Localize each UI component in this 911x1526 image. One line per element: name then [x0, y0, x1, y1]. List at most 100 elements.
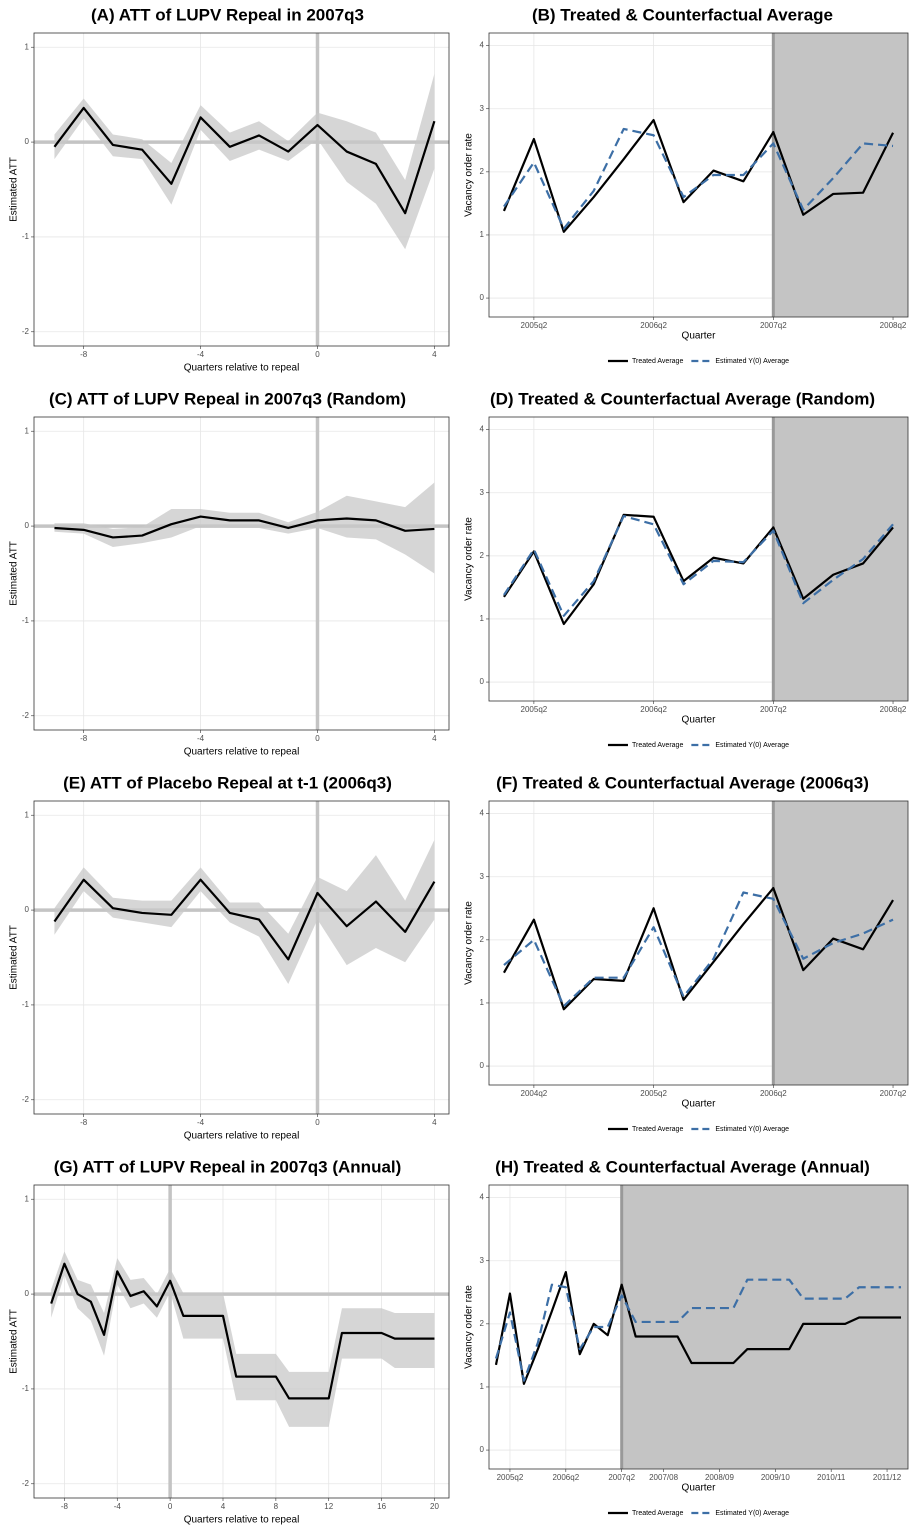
y-tick-label: 3	[480, 104, 485, 113]
y-tick-label: 2	[480, 167, 485, 176]
legend-label: Treated Average	[632, 1126, 683, 1133]
x-tick-label: -4	[197, 350, 205, 359]
series-line	[503, 891, 894, 1008]
y-tick-label: 1	[480, 998, 485, 1007]
plot-border	[33, 1184, 450, 1499]
x-tick-label: 12	[324, 1502, 333, 1511]
legend-label: Treated Average	[632, 1510, 683, 1517]
plot-border	[488, 416, 909, 702]
x-tick-label: 0	[315, 350, 320, 359]
y-tick-label: 4	[480, 425, 485, 434]
series-line	[53, 878, 436, 961]
y-tick-label: -1	[22, 232, 30, 241]
x-axis-title: Quarter	[682, 715, 717, 726]
confidence-band	[54, 73, 435, 250]
x-tick-label: -8	[80, 734, 88, 743]
x-tick-label: 2007/08	[649, 1473, 678, 1482]
x-axis-title: Quarters relative to repeal	[184, 1515, 300, 1526]
x-axis-title: Quarter	[682, 1099, 717, 1110]
x-tick-label: 2008q2	[880, 705, 907, 714]
x-tick-label: 2006q2	[760, 1089, 787, 1098]
y-axis-title: Vacancy order rate	[464, 133, 475, 217]
x-axis-title: Quarters relative to repeal	[184, 1131, 300, 1142]
chart-title: (F) Treated & Counterfactual Average (20…	[496, 773, 869, 792]
legend-label: Treated Average	[632, 742, 683, 749]
y-tick-label: 1	[25, 426, 30, 435]
y-tick-label: 4	[480, 1193, 485, 1202]
x-tick-label: 8	[274, 1502, 279, 1511]
y-tick-label: 0	[480, 293, 485, 302]
x-tick-label: 2007q2	[760, 705, 787, 714]
x-tick-label: -4	[197, 1118, 205, 1127]
x-tick-label: 2008/09	[705, 1473, 734, 1482]
x-tick-label: -8	[61, 1502, 69, 1511]
plot-border	[488, 1184, 909, 1470]
x-tick-label: 20	[430, 1502, 439, 1511]
x-tick-label: -8	[80, 1118, 88, 1127]
x-tick-label: 4	[221, 1502, 226, 1511]
x-tick-label: 0	[315, 1118, 320, 1127]
y-tick-label: -1	[22, 1384, 30, 1393]
y-tick-label: 0	[25, 521, 30, 530]
y-tick-label: 3	[480, 872, 485, 881]
x-tick-label: -8	[80, 350, 88, 359]
x-tick-label: -4	[114, 1502, 122, 1511]
plot-border	[488, 32, 909, 318]
x-tick-label: 2008q2	[880, 321, 907, 330]
series-line	[503, 513, 894, 626]
legend-label: Estimated Y(0) Average	[715, 1510, 789, 1517]
confidence-band	[54, 839, 435, 985]
confidence-band	[54, 482, 435, 574]
plot-background	[34, 417, 449, 730]
plot-border	[33, 800, 450, 1115]
x-axis-title: Quarter	[682, 1483, 717, 1494]
legend-label: Estimated Y(0) Average	[715, 1126, 789, 1133]
y-tick-label: -2	[22, 711, 30, 720]
y-tick-label: 1	[480, 1382, 485, 1391]
y-tick-label: -1	[22, 1000, 30, 1009]
x-tick-label: 4	[432, 350, 437, 359]
y-tick-label: -2	[22, 1479, 30, 1488]
x-tick-label: 4	[432, 734, 437, 743]
y-axis-title: Estimated ATT	[9, 157, 20, 222]
chart-title: (C) ATT of LUPV Repeal in 2007q3 (Random…	[49, 389, 406, 408]
y-tick-label: 2	[480, 1319, 485, 1328]
x-tick-label: 2005q2	[640, 1089, 667, 1098]
plot-border	[33, 32, 450, 347]
y-tick-label: 0	[25, 1289, 30, 1298]
plot-border	[488, 800, 909, 1086]
y-tick-label: 4	[480, 809, 485, 818]
chart-title: (H) Treated & Counterfactual Average (An…	[495, 1157, 870, 1176]
y-tick-label: -1	[22, 616, 30, 625]
x-tick-label: 2005q2	[521, 705, 548, 714]
y-tick-label: -2	[22, 327, 30, 336]
y-tick-label: 1	[25, 810, 30, 819]
x-tick-label: 2004q2	[521, 1089, 548, 1098]
y-tick-label: 2	[480, 935, 485, 944]
y-axis-title: Vacancy order rate	[464, 517, 475, 601]
chart-title: (D) Treated & Counterfactual Average (Ra…	[490, 389, 875, 408]
x-tick-label: 2006q2	[640, 705, 667, 714]
y-tick-label: 1	[480, 230, 485, 239]
plot-border	[33, 416, 450, 731]
legend-label: Estimated Y(0) Average	[715, 358, 789, 365]
x-tick-label: 16	[377, 1502, 386, 1511]
legend-label: Treated Average	[632, 358, 683, 365]
x-tick-label: 2005q2	[497, 1473, 524, 1482]
x-tick-label: 0	[168, 1502, 173, 1511]
chart-title: (A) ATT of LUPV Repeal in 2007q3	[91, 5, 364, 24]
y-tick-label: 0	[25, 137, 30, 146]
legend-label: Estimated Y(0) Average	[715, 742, 789, 749]
y-axis-title: Estimated ATT	[9, 1309, 20, 1374]
post-period-shade	[773, 417, 908, 701]
x-tick-label: 2006q2	[640, 321, 667, 330]
y-tick-label: 0	[25, 905, 30, 914]
post-period-shade	[621, 1185, 908, 1469]
series-line	[494, 1278, 902, 1382]
chart-title: (E) ATT of Placebo Repeal at t-1 (2006q3…	[63, 773, 392, 792]
y-axis-title: Estimated ATT	[9, 925, 20, 990]
x-tick-label: 2007q2	[608, 1473, 635, 1482]
x-tick-label: 2007q2	[760, 321, 787, 330]
